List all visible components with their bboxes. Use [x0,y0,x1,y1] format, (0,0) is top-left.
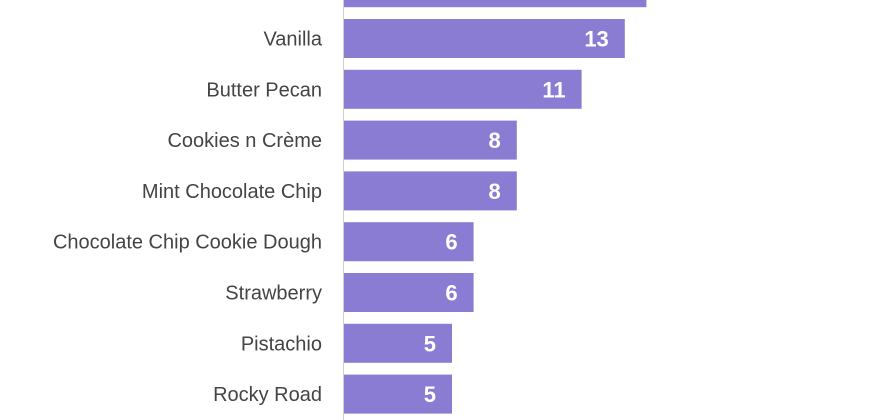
category-label: Butter Pecan [206,79,322,101]
bar [344,374,452,414]
bar [344,171,517,211]
bar [344,69,582,109]
category-label: Chocolate Chip Cookie Dough [53,232,322,254]
category-label: Mint Chocolate Chip [142,181,322,203]
category-label: Rocky Road [213,384,322,406]
bar [344,323,452,363]
value-label: 6 [445,281,457,306]
bar [344,120,517,160]
value-label: 8 [489,179,501,204]
bars-layer [344,0,647,414]
value-label: 6 [445,230,457,255]
bar [344,222,474,262]
value-label: 8 [489,128,501,153]
category-label: Strawberry [225,283,322,305]
bar [344,273,474,312]
bar-partial-top [344,0,647,8]
bar [344,19,625,58]
category-labels: Vanilla Butter Pecan Cookies n Crème Mint … [53,29,323,407]
value-label: 5 [424,331,436,356]
value-label: 13 [584,27,608,52]
category-label: Vanilla [263,29,322,51]
value-label: 11 [542,77,565,102]
value-label: 5 [424,382,436,407]
category-label: Pistachio [241,333,322,355]
category-label: Cookies n Crème [167,130,322,152]
